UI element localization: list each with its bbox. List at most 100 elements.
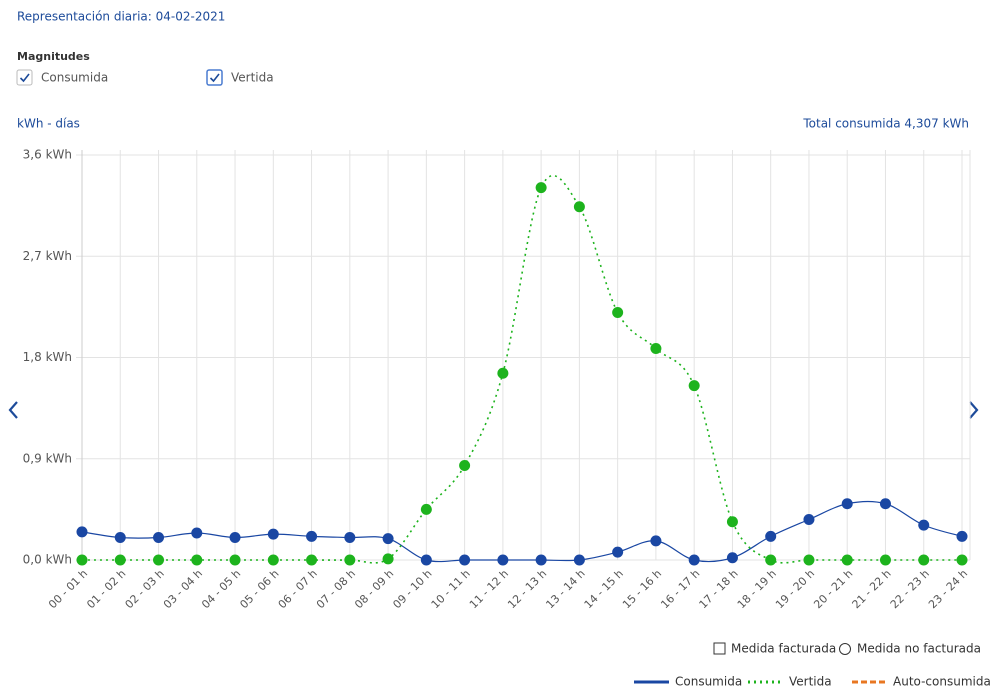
- x-tick-label: 08 - 09 h: [352, 567, 396, 611]
- data-point: [420, 554, 432, 566]
- legend-label: Vertida: [789, 675, 832, 689]
- data-point: [765, 554, 777, 566]
- y-tick-label: 0,9 kWh: [23, 451, 72, 465]
- data-point: [688, 554, 700, 566]
- data-point: [803, 514, 815, 525]
- data-point: [344, 532, 356, 543]
- data-point: [497, 554, 509, 566]
- prev-arrow[interactable]: [8, 401, 18, 419]
- x-tick-label: 23 - 24 h: [926, 567, 970, 611]
- legend-circle: [839, 643, 851, 655]
- data-point: [306, 554, 318, 566]
- data-point: [459, 460, 471, 471]
- x-tick-label: 21 - 22 h: [850, 567, 894, 611]
- y-tick-label: 0,0 kWh: [23, 553, 72, 567]
- y-tick-label: 2,7 kWh: [23, 249, 72, 263]
- data-point: [841, 498, 853, 510]
- x-tick-label: 17 - 18 h: [697, 567, 741, 611]
- checkbox[interactable]: Consumida: [16, 69, 108, 86]
- legend-square: [713, 642, 726, 655]
- data-point: [573, 201, 585, 213]
- y-tick-label: 3,6 kWh: [23, 148, 72, 162]
- legend-label: Medida facturada: [731, 642, 836, 656]
- x-tick-label: 02 - 03 h: [123, 567, 167, 611]
- data-point: [612, 307, 624, 318]
- checkbox-box[interactable]: [206, 69, 223, 86]
- checkbox-label[interactable]: Vertida: [231, 71, 274, 85]
- data-point: [956, 554, 968, 566]
- x-tick-label: 18 - 19 h: [735, 567, 779, 611]
- x-tick-label: 00 - 01 h: [46, 567, 90, 611]
- data-point: [306, 530, 318, 542]
- legend-label: Medida no facturada: [857, 642, 981, 656]
- data-point: [382, 533, 394, 545]
- data-point: [726, 552, 738, 564]
- x-tick-label: 19 - 20 h: [773, 567, 817, 611]
- data-point: [153, 532, 165, 543]
- data-point: [267, 528, 279, 540]
- data-point: [879, 498, 891, 510]
- data-point: [114, 554, 126, 566]
- x-tick-label: 05 - 06 h: [237, 567, 281, 611]
- x-tick-label: 20 - 21 h: [811, 567, 855, 611]
- legend-label: Auto-consumida: [893, 675, 991, 689]
- data-point: [76, 554, 88, 566]
- x-tick-label: 03 - 04 h: [161, 567, 205, 611]
- data-point: [612, 546, 624, 558]
- legend-label: Consumida: [675, 675, 742, 689]
- data-point: [918, 554, 930, 566]
- x-tick-label: 14 - 15 h: [582, 567, 626, 611]
- magnitudes-label: Magnitudes: [17, 50, 90, 63]
- checkmark: [19, 73, 30, 83]
- data-point: [650, 535, 662, 547]
- checkmark: [209, 73, 220, 83]
- data-point: [229, 554, 241, 566]
- checkbox-box[interactable]: [16, 69, 33, 86]
- data-point: [535, 182, 547, 194]
- x-tick-label: 16 - 17 h: [658, 567, 702, 611]
- data-point: [726, 516, 738, 528]
- page-title: Representación diaria: 04-02-2021: [17, 10, 225, 24]
- data-point: [76, 526, 88, 538]
- data-point: [267, 554, 279, 566]
- x-tick-label: 12 - 13 h: [505, 567, 549, 611]
- series-line: [82, 174, 962, 564]
- y-tick-label: 1,8 kWh: [23, 350, 72, 364]
- data-point: [956, 530, 968, 542]
- x-tick-label: 13 - 14 h: [543, 567, 587, 611]
- checkbox[interactable]: Vertida: [206, 69, 274, 86]
- data-point: [344, 554, 356, 566]
- data-point: [535, 554, 547, 566]
- data-point: [153, 554, 165, 566]
- data-point: [765, 530, 777, 542]
- data-point: [650, 343, 662, 354]
- data-point: [688, 380, 700, 392]
- data-point: [879, 554, 891, 566]
- x-tick-label: 04 - 05 h: [199, 567, 243, 611]
- x-tick-label: 09 - 10 h: [390, 567, 434, 611]
- x-tick-label: 15 - 16 h: [620, 567, 664, 611]
- data-point: [918, 519, 930, 531]
- data-point: [382, 553, 394, 565]
- x-tick-label: 11 - 12 h: [467, 567, 511, 611]
- x-tick-label: 22 - 23 h: [888, 567, 932, 611]
- legend: Medida facturada Medida no facturada Consu…: [634, 642, 991, 689]
- checkbox-label[interactable]: Consumida: [41, 71, 108, 85]
- x-tick-label: 07 - 08 h: [314, 567, 358, 611]
- data-point: [420, 503, 432, 515]
- x-tick-label: 01 - 02 h: [84, 567, 128, 611]
- next-arrow[interactable]: [969, 401, 979, 419]
- data-point: [459, 554, 471, 566]
- data-point: [191, 527, 203, 539]
- plot: 00 - 01 h01 - 02 h02 - 03 h03 - 04 h04 -…: [23, 148, 971, 611]
- data-point: [229, 532, 241, 543]
- data-point: [573, 554, 585, 566]
- data-point: [841, 554, 853, 566]
- data-point: [191, 554, 203, 566]
- x-tick-label: 06 - 07 h: [276, 567, 320, 611]
- y-axis-label: kWh - días: [17, 117, 80, 131]
- data-point: [803, 554, 815, 566]
- x-tick-label: 10 - 11 h: [429, 567, 473, 611]
- series-line: [81, 500, 963, 563]
- data-point: [497, 367, 509, 379]
